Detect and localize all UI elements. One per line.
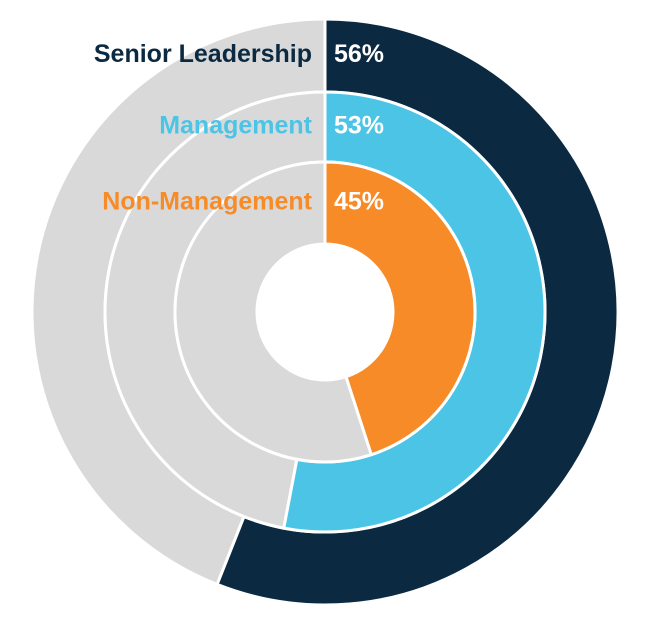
value-label: 53% xyxy=(334,112,384,140)
category-label: Non-Management xyxy=(102,188,312,216)
value-label: 45% xyxy=(334,188,384,216)
value-label: 56% xyxy=(334,40,384,68)
category-label: Senior Leadership xyxy=(94,40,312,68)
ring-track xyxy=(173,160,374,464)
category-label: Management xyxy=(159,112,312,140)
ring-segment xyxy=(323,160,477,457)
